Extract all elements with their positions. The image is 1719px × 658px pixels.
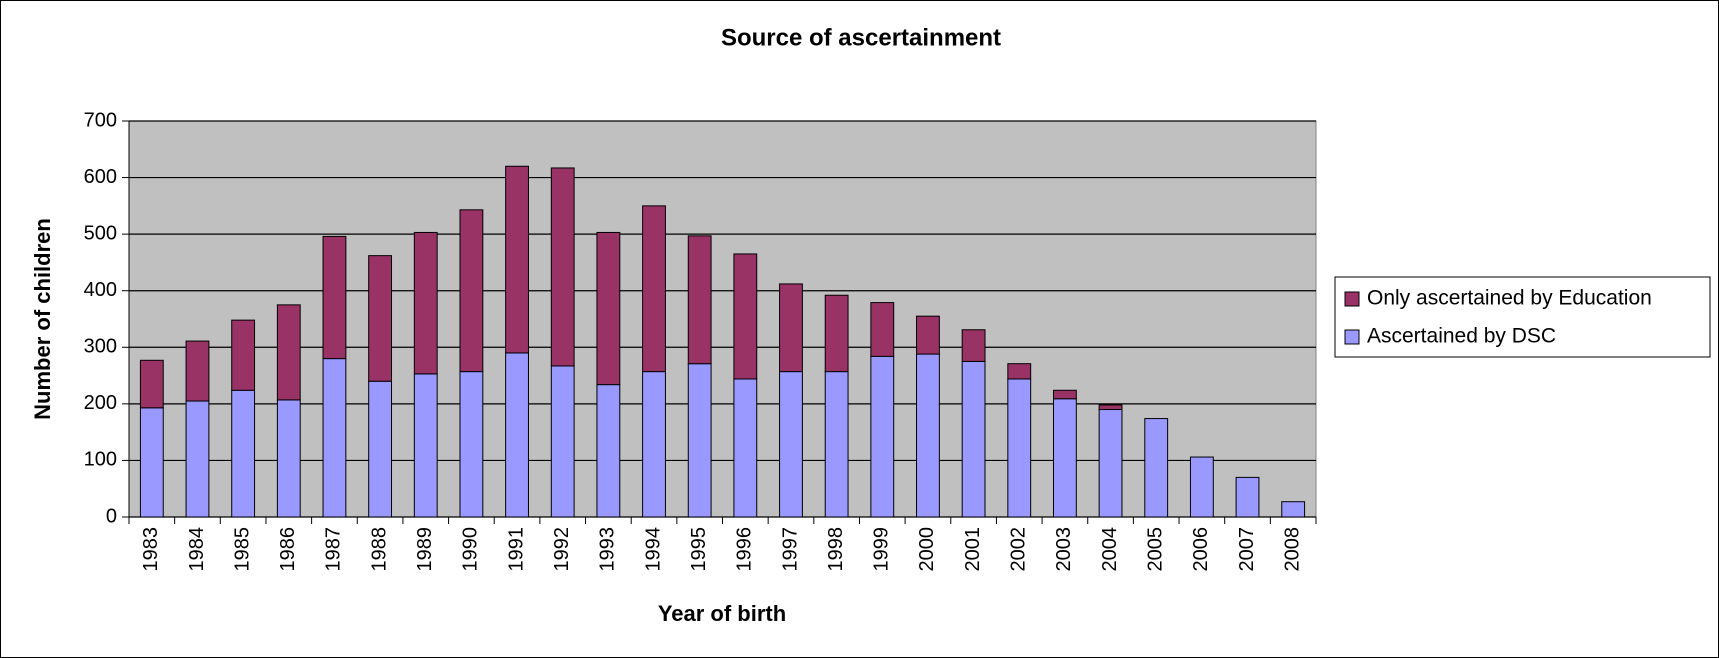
y-tick-label: 100 xyxy=(84,449,117,471)
legend-swatch xyxy=(1344,291,1360,307)
bar-segment xyxy=(1098,409,1123,518)
x-tick-label: 1999 xyxy=(871,527,893,572)
bar-segment xyxy=(870,355,895,518)
bar-segment xyxy=(1098,404,1123,411)
y-tick-label: 400 xyxy=(84,279,117,301)
legend-swatch xyxy=(1344,329,1360,345)
bar-segment xyxy=(1052,389,1077,400)
x-tick-label: 2007 xyxy=(1236,527,1258,572)
bar-segment xyxy=(276,304,301,401)
bar-segment xyxy=(1281,501,1306,518)
x-tick-label: 1992 xyxy=(551,527,573,572)
x-tick-label: 1985 xyxy=(231,527,253,572)
bar-segment xyxy=(276,399,301,518)
bar-segment xyxy=(185,340,210,402)
x-tick-label: 1995 xyxy=(688,527,710,572)
x-tick-label: 1987 xyxy=(323,527,345,572)
x-tick-label: 2001 xyxy=(962,527,984,572)
bar-segment xyxy=(824,371,849,518)
bar-segment xyxy=(733,378,758,518)
y-tick-label: 0 xyxy=(106,505,117,527)
bar-segment xyxy=(505,165,529,354)
bar-segment xyxy=(550,365,575,518)
x-axis-label: Year of birth xyxy=(658,601,786,626)
x-tick-label: 2006 xyxy=(1190,527,1212,572)
x-tick-label: 2003 xyxy=(1053,527,1075,572)
bar-segment xyxy=(139,407,164,518)
bar-segment xyxy=(596,384,621,518)
x-tick-label: 2005 xyxy=(1144,527,1166,572)
x-tick-label: 1986 xyxy=(277,527,299,572)
bar-segment xyxy=(1189,456,1214,518)
bar-segment xyxy=(916,315,940,355)
bar-segment xyxy=(1052,398,1077,518)
bar-segment xyxy=(231,389,256,518)
y-axis-label: Number of children xyxy=(30,218,55,420)
bar-segment xyxy=(1144,418,1169,518)
legend-label: Ascertained by DSC xyxy=(1367,325,1556,348)
bar-segment xyxy=(961,360,986,518)
legend-label: Only ascertained by Education xyxy=(1367,287,1652,310)
bar-segment xyxy=(1007,378,1032,518)
bar-segment xyxy=(368,380,393,518)
bar-segment xyxy=(322,358,347,518)
x-tick-label: 2008 xyxy=(1281,527,1303,572)
bar-segment xyxy=(779,283,803,373)
x-tick-label: 1997 xyxy=(779,527,801,572)
bar-segment xyxy=(779,371,803,518)
bar-segment xyxy=(413,373,438,518)
bar-segment xyxy=(642,205,666,373)
bar-segment xyxy=(596,231,621,386)
y-tick-label: 600 xyxy=(84,166,117,188)
bar-segment xyxy=(733,253,758,380)
bar-segment xyxy=(1007,363,1032,380)
y-tick-label: 200 xyxy=(84,392,117,414)
x-tick-label: 1989 xyxy=(414,527,436,572)
bar-segment xyxy=(139,359,164,409)
x-tick-label: 1990 xyxy=(460,527,482,572)
y-tick-label: 700 xyxy=(84,109,117,131)
y-tick-label: 500 xyxy=(84,222,117,244)
bar-segment xyxy=(505,352,529,518)
bar-segment xyxy=(870,302,895,357)
x-tick-label: 1984 xyxy=(186,527,208,572)
bar-segment xyxy=(550,167,575,367)
bar-segment xyxy=(687,363,712,518)
bar-segment xyxy=(413,231,438,375)
bar-segment xyxy=(1235,476,1260,518)
bar-segment xyxy=(231,319,256,391)
x-tick-label: 1988 xyxy=(368,527,390,572)
bar-segment xyxy=(824,294,849,373)
bar-segment xyxy=(322,235,347,360)
x-tick-label: 2004 xyxy=(1099,527,1121,572)
bar-segment xyxy=(459,371,484,518)
bar-segment xyxy=(459,209,484,373)
legend-box xyxy=(1334,276,1711,358)
x-tick-label: 2002 xyxy=(1008,527,1030,572)
bar-segment xyxy=(961,329,986,362)
bar-segment xyxy=(368,255,393,382)
x-tick-label: 1993 xyxy=(597,527,619,572)
bar-segment xyxy=(185,400,210,518)
x-tick-label: 1994 xyxy=(642,527,664,572)
bar-segment xyxy=(916,353,940,518)
x-tick-label: 1991 xyxy=(505,527,527,572)
bar-segment xyxy=(687,235,712,365)
chart-title: Source of ascertainment xyxy=(721,24,1001,51)
x-tick-label: 1983 xyxy=(140,527,162,572)
plot-area xyxy=(128,120,1317,518)
x-tick-label: 2000 xyxy=(916,527,938,572)
bar-segment xyxy=(642,371,666,518)
x-tick-label: 1998 xyxy=(825,527,847,572)
y-tick-label: 300 xyxy=(84,336,117,358)
x-tick-label: 1996 xyxy=(734,527,756,572)
